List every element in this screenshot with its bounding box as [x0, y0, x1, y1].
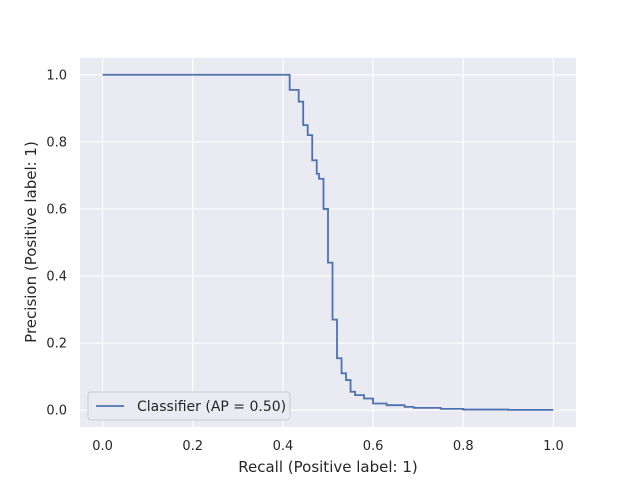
x-tick-label: 0.2 [182, 439, 203, 454]
x-tick-label: 1.0 [543, 439, 564, 454]
series-group [102, 73, 554, 411]
x-tick-label: 0.0 [92, 439, 113, 454]
y-tick-label: 0.4 [46, 270, 67, 285]
legend: Classifier (AP = 0.50) [87, 391, 291, 421]
y-tick-label: 1.0 [46, 68, 67, 83]
x-tick-label: 0.4 [273, 439, 294, 454]
pr-curve-line [102, 73, 554, 411]
y-tick-label: 0.2 [46, 337, 67, 352]
x-tick-label: 0.8 [453, 439, 474, 454]
x-tick-label: 0.6 [363, 439, 384, 454]
y-tick-label: 0.8 [46, 135, 67, 150]
legend-label: Classifier (AP = 0.50) [137, 399, 286, 415]
y-tick-label: 0.0 [46, 404, 67, 419]
y-tick-labels: 0.0 0.2 0.4 0.6 0.8 1.0 [46, 68, 67, 418]
x-axis-label: Recall (Positive label: 1) [238, 458, 417, 476]
y-axis-label: Precision (Positive label: 1) [22, 141, 40, 343]
legend-box [87, 391, 291, 421]
y-tick-label: 0.6 [46, 202, 67, 217]
x-tick-labels: 0.0 0.2 0.4 0.6 0.8 1.0 [92, 439, 564, 454]
